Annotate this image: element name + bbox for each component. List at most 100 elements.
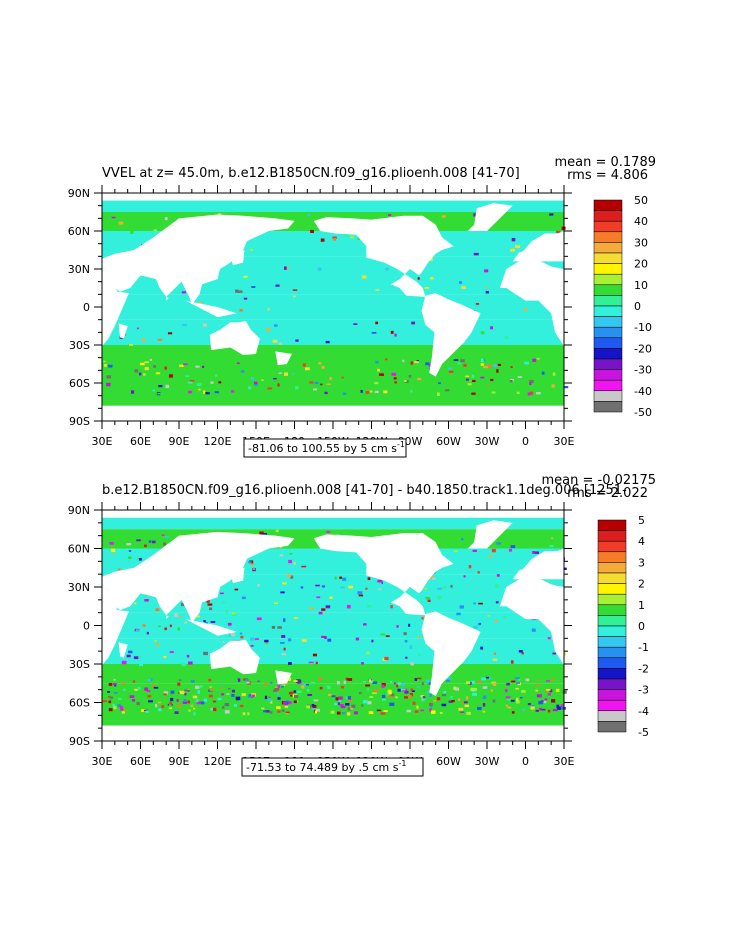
speckle-cell	[427, 599, 431, 602]
speckle-cell	[241, 693, 246, 696]
colorbar-swatch	[593, 401, 623, 413]
speckle-cell	[348, 585, 353, 589]
speckle-cell	[477, 706, 482, 710]
field-band-6	[102, 638, 564, 664]
speckle-cell	[547, 693, 551, 696]
speckle-cell	[511, 660, 514, 664]
speckle-cell	[549, 213, 554, 216]
speckle-cell	[293, 295, 296, 298]
speckle-cell	[470, 687, 476, 691]
speckle-cell	[136, 327, 139, 330]
speckle-cell	[118, 568, 121, 571]
speckle-cell	[263, 710, 267, 713]
contour-info-range: -71.53 to 74.489 by .5 cm s	[246, 761, 399, 774]
colorbar-label: -1	[638, 641, 649, 654]
x-tick-label: 30W	[475, 435, 500, 448]
speckle-cell	[377, 588, 382, 591]
speckle-cell	[281, 682, 285, 687]
speckle-cell	[467, 383, 472, 386]
colorbar-swatch	[597, 625, 627, 637]
colorbar-swatch	[593, 316, 623, 328]
speckle-cell	[385, 267, 389, 271]
speckle-cell	[278, 372, 282, 375]
antarctica-mask	[102, 725, 564, 741]
speckle-cell	[350, 235, 355, 239]
chart-panel-2: 30E60E90E120E150E180150W120W90W60W30W030…	[68, 473, 656, 777]
speckle-cell	[224, 702, 230, 707]
speckle-cell	[324, 391, 328, 395]
speckle-cell	[466, 711, 471, 715]
speckle-cell	[134, 602, 137, 605]
speckle-cell	[370, 704, 376, 707]
speckle-cell	[318, 677, 323, 680]
speckle-cell	[264, 695, 268, 700]
speckle-cell	[397, 682, 401, 686]
speckle-cell	[287, 638, 292, 642]
speckle-cell	[268, 698, 272, 702]
speckle-cell	[332, 236, 337, 239]
speckle-cell	[108, 708, 113, 712]
speckle-cell	[271, 625, 276, 629]
speckle-cell	[373, 689, 378, 693]
field-band-7	[102, 664, 564, 684]
rms-stat: rms = 2.022	[567, 486, 648, 501]
speckle-cell	[281, 635, 286, 638]
speckle-cell	[242, 712, 246, 716]
speckle-cell	[518, 649, 523, 653]
speckle-cell	[451, 700, 455, 702]
speckle-cell	[516, 697, 519, 701]
speckle-cell	[529, 380, 534, 384]
speckle-cell	[546, 689, 551, 691]
speckle-cell	[149, 358, 152, 361]
speckle-cell	[312, 388, 318, 391]
speckle-cell	[441, 703, 447, 707]
speckle-cell	[307, 693, 313, 696]
speckle-cell	[228, 634, 232, 637]
speckle-cell	[163, 655, 167, 659]
x-tick-label: 90E	[169, 435, 190, 448]
x-tick-label: 60E	[130, 755, 151, 768]
speckle-cell	[421, 682, 424, 686]
speckle-cell	[202, 365, 205, 368]
speckle-cell	[393, 682, 396, 685]
landmass-2	[102, 269, 129, 347]
speckle-cell	[248, 642, 252, 645]
speckle-cell	[250, 637, 255, 641]
speckle-cell	[237, 678, 241, 682]
speckle-cell	[106, 382, 111, 387]
speckle-cell	[531, 628, 536, 632]
speckle-cell	[285, 267, 290, 270]
speckle-cell	[138, 372, 142, 376]
speckle-cell	[375, 663, 380, 668]
speckle-cell	[277, 697, 281, 700]
speckle-cell	[143, 594, 147, 597]
speckle-cell	[302, 363, 306, 367]
speckle-cell	[262, 533, 268, 535]
speckle-cell	[119, 709, 123, 713]
speckle-cell	[288, 692, 293, 695]
speckle-cell	[139, 362, 145, 366]
field-band-6	[102, 319, 564, 345]
speckle-cell	[504, 689, 508, 693]
speckle-cell	[426, 683, 430, 685]
speckle-cell	[369, 696, 374, 699]
speckle-cell	[126, 543, 132, 546]
speckle-cell	[431, 577, 436, 580]
colorbar-swatch	[597, 530, 627, 542]
speckle-cell	[491, 548, 496, 553]
speckle-cell	[178, 679, 182, 681]
speckle-cell	[203, 390, 206, 394]
speckle-cell	[231, 390, 235, 393]
speckle-cell	[330, 710, 335, 714]
speckle-cell	[511, 711, 515, 714]
speckle-cell	[460, 711, 465, 713]
speckle-cell	[552, 372, 556, 376]
speckle-cell	[417, 277, 420, 280]
colorbar-label: -5	[638, 726, 649, 739]
speckle-cell	[111, 548, 116, 552]
y-tick-label: 60N	[68, 543, 90, 556]
speckle-cell	[549, 689, 553, 693]
speckle-cell	[336, 681, 340, 685]
speckle-cell	[231, 612, 236, 615]
speckle-cell	[155, 643, 160, 646]
